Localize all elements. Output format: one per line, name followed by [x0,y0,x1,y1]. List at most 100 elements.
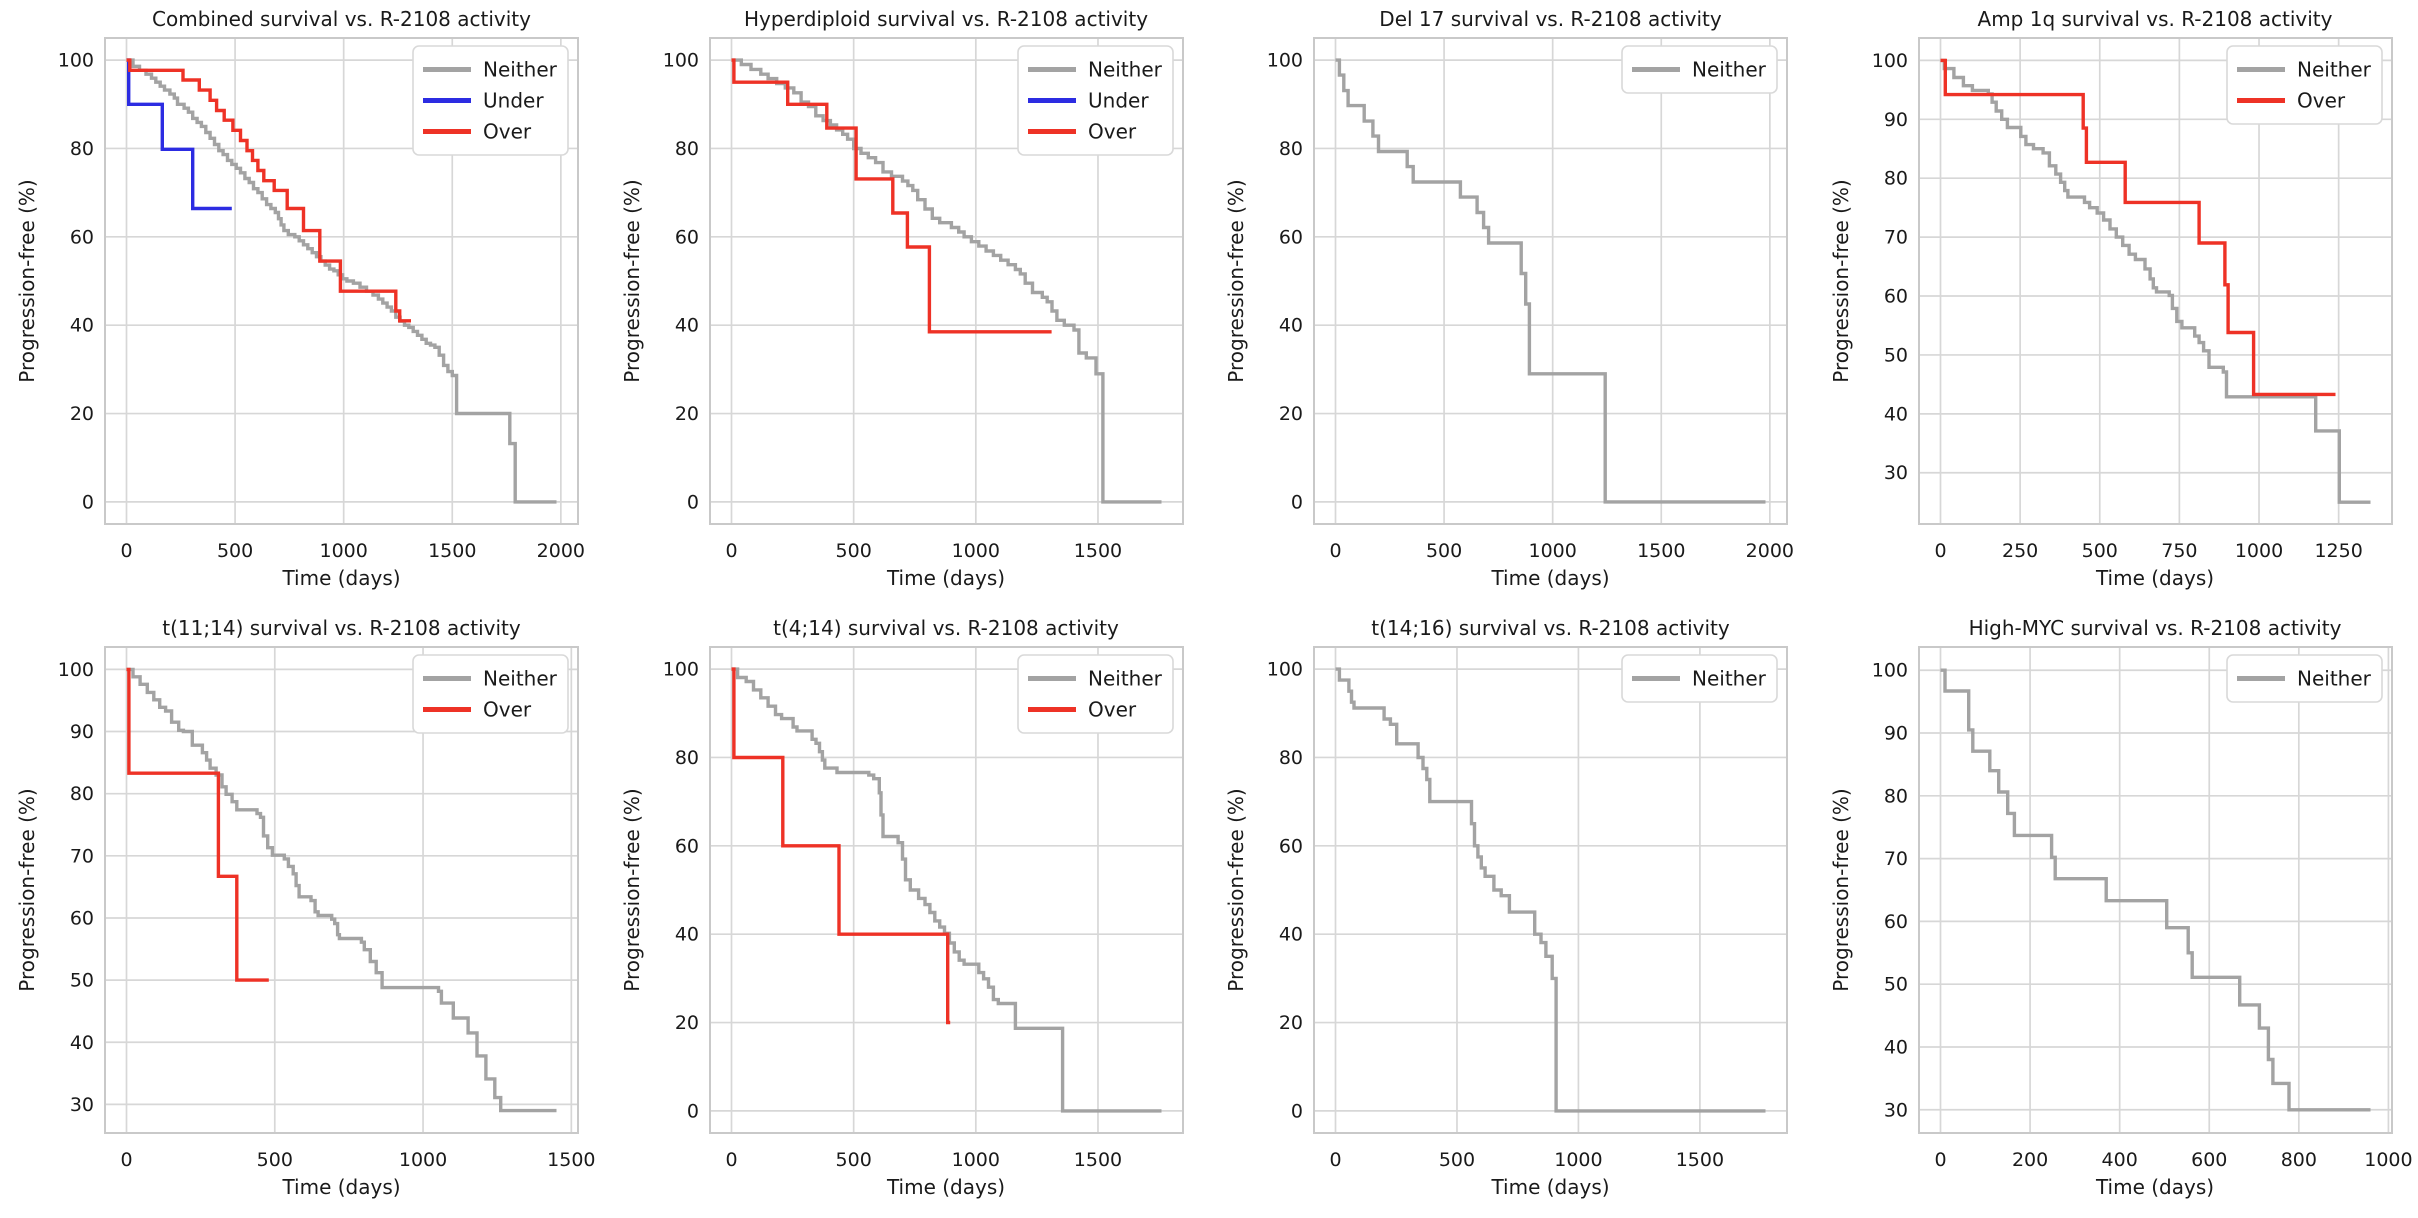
x-tick-label: 500 [835,540,871,562]
plot-area-t14-16: 0 500 1000 1500 0 20 40 60 80 100 Neither [1267,646,1788,1171]
x-tick-label: 1500 [428,540,476,562]
x-tick-label: 1000 [1528,540,1576,562]
y-tick-label: 90 [70,721,94,743]
x-tick-label: 500 [257,1149,293,1171]
y-tick-label: 60 [1883,286,1907,308]
legend-box [412,45,569,156]
y-tick-label: 100 [662,659,698,681]
y-tick-label: 60 [70,907,94,929]
y-tick-label: 20 [674,1012,698,1034]
legend-box [2225,45,2383,125]
y-tick-label: 40 [70,315,94,337]
legend-label-neither: Neither [2297,58,2372,82]
y-tick-label: 20 [674,403,698,425]
series-line-neither [1940,58,2370,504]
y-tick-label: 100 [58,659,94,681]
y-tick-label: 40 [70,1032,94,1054]
plot-area-amp1q: 0 250 500 750 1000 1250 30 40 50 60 70 80 90 100 Neith… [1871,37,2393,562]
axes-spines [104,37,579,525]
x-tick-label: 1500 [1676,1149,1724,1171]
plot-background [1314,38,1787,524]
y-tick-label: 40 [1883,403,1907,425]
plot-background [1314,647,1787,1133]
y-tick-label: 100 [1267,50,1303,72]
y-tick-label: 90 [1883,723,1907,745]
legend: Neither [2225,654,2383,703]
legend: Neither [1621,45,1778,94]
subplot-combined: 0 500 1000 1500 2000 0 20 40 60 80 100 Neither Under… [0,0,605,609]
x-tick-label: 0 [1329,540,1341,562]
y-axis-label: Progression-free (%) [1224,788,1248,992]
subplot-t11-14: 0 500 1000 1500 30 40 50 60 70 80 90 100 Neither Over… [0,609,605,1218]
series-line-over [731,58,1052,334]
plot-area-combined: 0 500 1000 1500 2000 0 20 40 60 80 100 Neither Under… [58,37,585,562]
y-axis-label: Progression-free (%) [619,788,644,992]
y-tick-label: 30 [1883,1099,1907,1121]
legend-label-neither: Neither [1692,667,1767,691]
legend-label-over: Over [1088,120,1137,144]
legend-box [1016,45,1174,156]
y-tick-label: 80 [1883,785,1907,807]
y-tick-label: 70 [1883,848,1907,870]
y-tick-label: 0 [1291,1100,1303,1122]
y-tick-label: 40 [1279,315,1303,337]
x-tick-label: 1000 [951,540,999,562]
y-tick-label: 80 [674,138,698,160]
y-tick-label: 100 [662,50,698,72]
series-line-over [731,667,950,1025]
x-tick-label: 600 [2191,1149,2227,1171]
legend-box [1621,654,1778,703]
legend: Neither Over [412,654,569,734]
series-line-over [1940,58,2335,397]
y-tick-label: 50 [1883,344,1907,366]
y-axis-label: Progression-free (%) [619,179,644,383]
y-tick-label: 70 [70,845,94,867]
y-tick-label: 0 [1291,491,1303,513]
legend-label-under: Under [483,89,544,113]
axes-spines [708,37,1184,525]
subplot-t4-14: 0 500 1000 1500 0 20 40 60 80 100 Neither Over t(4;… [605,609,1210,1218]
axes-spines [1917,37,2393,525]
y-tick-label: 40 [1883,1036,1907,1058]
chart-title: t(4;14) survival vs. R-2108 activity [773,616,1119,640]
y-tick-label: 40 [1279,924,1303,946]
x-tick-label: 0 [725,540,737,562]
x-tick-label: 2000 [537,540,585,562]
axes-spines [1313,37,1788,525]
x-axis-label: Time (days) [2095,566,2215,590]
y-axis-label: Progression-free (%) [15,179,39,383]
x-tick-label: 1500 [1637,540,1685,562]
legend-box [1621,45,1778,94]
legend: Neither Under Over [1016,45,1174,156]
y-tick-label: 60 [1883,911,1907,933]
plot-area-t4-14: 0 500 1000 1500 0 20 40 60 80 100 Neither Over [662,646,1184,1171]
series-line-over [126,667,269,982]
axes-spines [104,646,579,1134]
y-tick-label: 90 [1883,109,1907,131]
y-tick-label: 60 [674,835,698,857]
y-tick-label: 40 [674,924,698,946]
chart-title: t(11;14) survival vs. R-2108 activity [162,616,521,640]
y-tick-label: 50 [1883,974,1907,996]
legend-label-over: Over [2297,89,2346,113]
legend: Neither Over [1016,654,1174,734]
series-line-neither [1940,668,2370,1112]
legend-label-neither: Neither [1088,58,1163,82]
y-tick-label: 50 [70,970,94,992]
x-tick-label: 1000 [2234,540,2282,562]
legend-box [1016,654,1174,734]
y-tick-label: 80 [1279,138,1303,160]
y-tick-label: 80 [674,747,698,769]
subplot-hyperdiploid: 0 500 1000 1500 0 20 40 60 80 100 Neither Under Over… [605,0,1210,609]
y-tick-label: 60 [1279,835,1303,857]
subplot-del17: 0 500 1000 1500 2000 0 20 40 60 80 100 Neither Del … [1209,0,1814,609]
x-tick-label: 500 [217,540,253,562]
legend-label-over: Over [1088,698,1137,722]
series-line-neither [731,667,1161,1113]
legend-label-over: Over [483,120,532,144]
axes-spines [1917,646,2393,1134]
x-tick-label: 1000 [399,1149,447,1171]
series-line-neither [1335,58,1766,504]
legend-label-under: Under [1088,89,1149,113]
